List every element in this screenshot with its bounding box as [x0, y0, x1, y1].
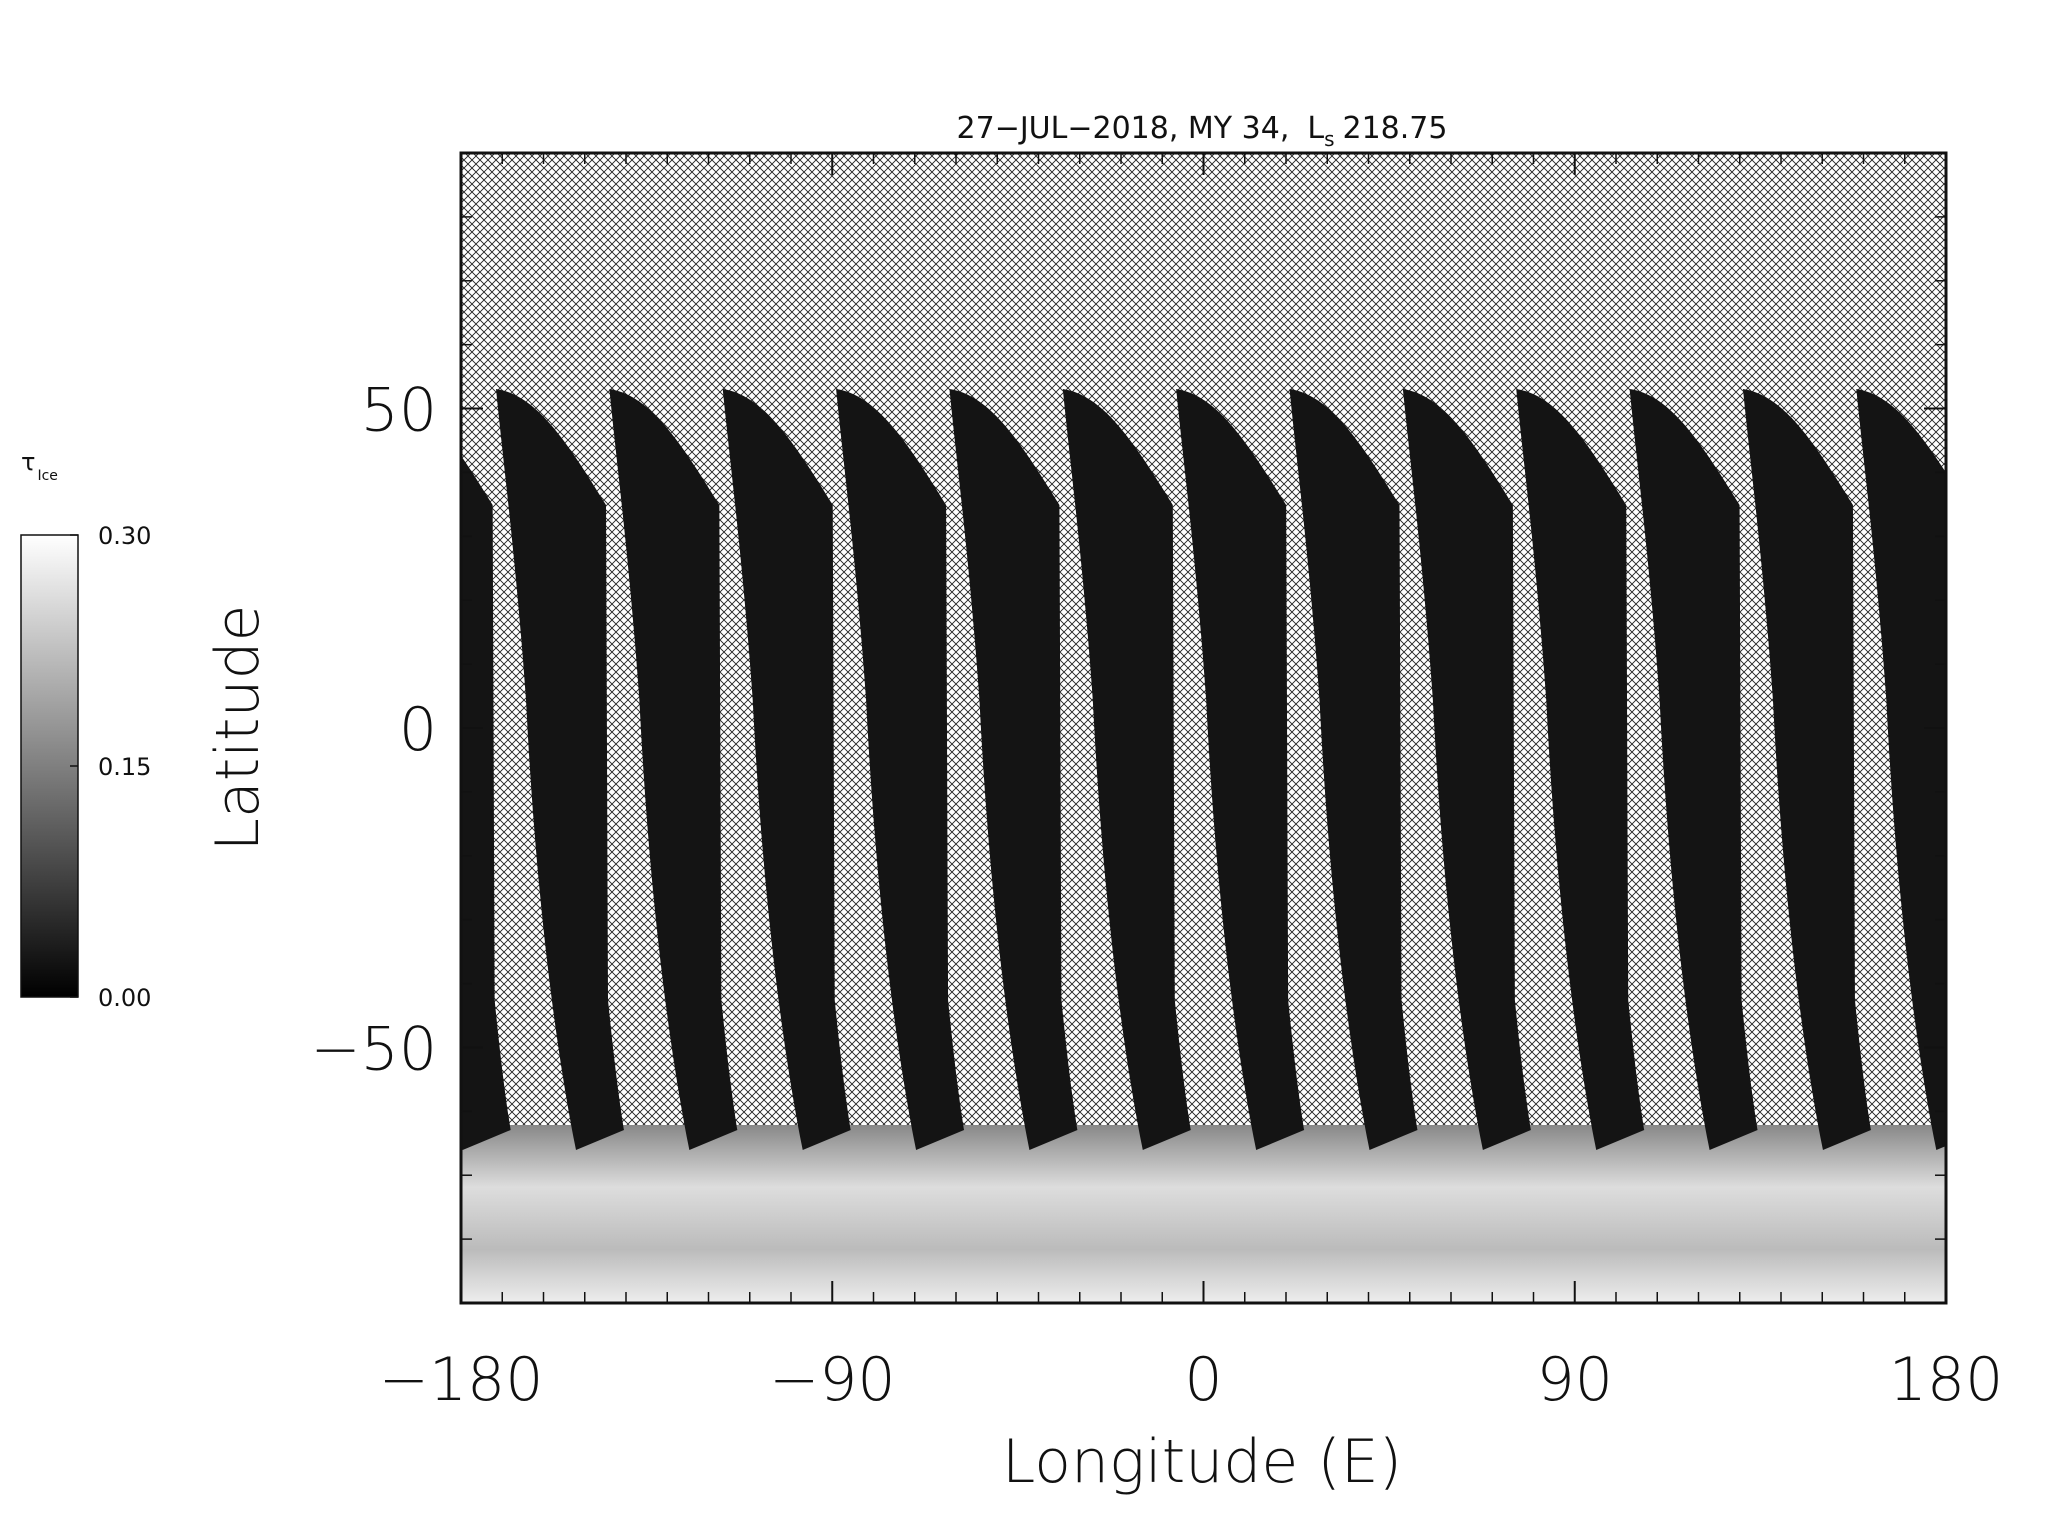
- ls-symbol: L: [1307, 111, 1324, 146]
- x-axis-label: Longitude (E): [1002, 1427, 1402, 1497]
- y-tick-label: 0: [399, 695, 437, 765]
- x-tick-label: 180: [1889, 1345, 2004, 1415]
- swath: [609, 389, 738, 1150]
- x-tick-label: 0: [1184, 1345, 1222, 1415]
- colorbar-tick-label: 0.00: [98, 984, 151, 1012]
- colorbar-tick-label: 0.30: [98, 522, 151, 550]
- ls-value: 218.75: [1343, 111, 1448, 146]
- swath: [496, 389, 624, 1150]
- swath: [1516, 389, 1645, 1150]
- colorbar-symbol: τ: [21, 448, 35, 476]
- swath: [949, 389, 1078, 1150]
- y-tick-label: 50: [361, 376, 437, 446]
- colorbar-label: τ Ice: [21, 448, 58, 484]
- swath: [1629, 389, 1758, 1150]
- x-tick-label: −180: [379, 1345, 544, 1415]
- swath: [1176, 389, 1305, 1150]
- title-text: 27−JUL−2018, MY 34,: [957, 111, 1290, 146]
- swath: [836, 389, 965, 1150]
- swath: [722, 389, 851, 1150]
- swath: [461, 455, 511, 1150]
- swath: [1062, 389, 1191, 1150]
- swath: [1856, 389, 1946, 1150]
- swath: [1289, 389, 1418, 1150]
- x-tick-label: −90: [769, 1345, 896, 1415]
- ls-subscript: s: [1324, 127, 1334, 151]
- swath: [1742, 389, 1871, 1150]
- map-image: [461, 153, 2048, 1303]
- swath: [1970, 389, 2048, 1150]
- colorbar-subscript: Ice: [37, 468, 57, 484]
- colorbar: [20, 534, 79, 998]
- y-axis-label: Latitude: [203, 605, 273, 852]
- y-tick-label: −50: [310, 1014, 437, 1084]
- polar-region: [461, 1125, 1946, 1303]
- colorbar-tick-label: 0.15: [98, 753, 151, 781]
- chart-title: 27−JUL−2018, MY 34, Ls 218.75: [957, 111, 1448, 151]
- swath: [1402, 389, 1531, 1150]
- x-tick-label: 90: [1537, 1345, 1613, 1415]
